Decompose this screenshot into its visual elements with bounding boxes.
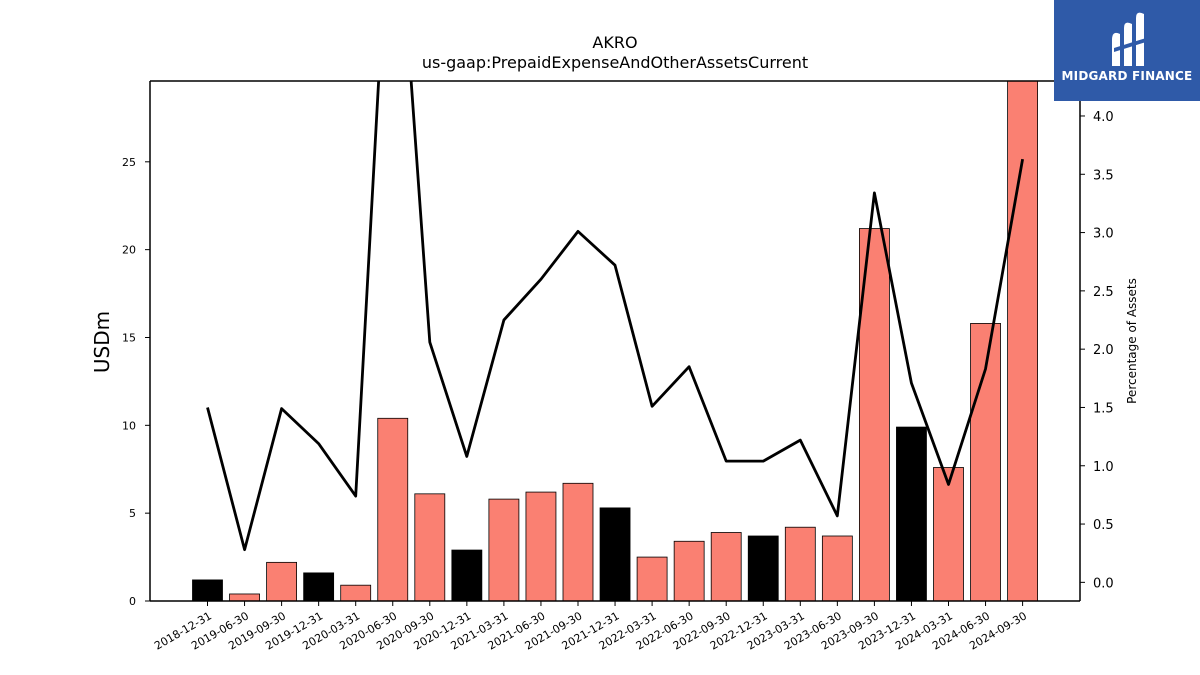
y-tick-label: 20 xyxy=(122,244,136,257)
bar-2020-09-30 xyxy=(414,493,446,601)
midgard-logo-icon xyxy=(1112,12,1146,67)
bar-2021-03-31 xyxy=(488,498,520,601)
percentage-of-assets-line xyxy=(206,81,1024,552)
y2-tick-label: 0.0 xyxy=(1093,576,1114,591)
bar-2023-03-31 xyxy=(784,526,816,601)
y2-tick-label: 3.5 xyxy=(1093,168,1114,183)
bar-2021-09-30 xyxy=(562,482,594,601)
y2-tick-label: 1.5 xyxy=(1093,401,1114,416)
bar-2023-12-31 xyxy=(896,426,927,601)
y-tick-label: 5 xyxy=(129,507,136,520)
y2-tick-label: 2.5 xyxy=(1093,285,1114,300)
y-tick-label: 15 xyxy=(122,331,136,344)
bar-2020-03-31 xyxy=(340,584,372,601)
bar-2018-12-31 xyxy=(192,579,223,601)
y2-tick-label: 1.0 xyxy=(1093,460,1114,475)
y-axis-label: USDm xyxy=(90,311,114,373)
bar-2022-09-30 xyxy=(710,532,742,601)
y2-axis-label: Percentage of Assets xyxy=(1125,278,1139,404)
bar-2021-12-31 xyxy=(599,507,631,601)
y-tick-label: 0 xyxy=(129,595,136,608)
bar-2019-09-30 xyxy=(266,561,298,601)
bar-2022-03-31 xyxy=(636,556,668,601)
chart-title: AKRO xyxy=(592,33,637,52)
y-tick-label: 10 xyxy=(122,419,136,432)
bar-2024-09-30 xyxy=(1007,81,1038,601)
logo-text: MIDGARD FINANCE xyxy=(1061,69,1193,83)
line-layer xyxy=(206,81,1024,552)
y2-tick-label: 4.0 xyxy=(1093,110,1114,125)
chart-subtitle: us-gaap:PrepaidExpenseAndOtherAssetsCurr… xyxy=(422,53,808,72)
bar-2024-03-31 xyxy=(933,467,964,601)
bar-2022-06-30 xyxy=(673,540,705,601)
y-tick-label: 25 xyxy=(122,156,136,169)
bar-2020-06-30 xyxy=(377,417,409,601)
bar-2021-06-30 xyxy=(525,491,557,601)
y2-tick-label: 3.0 xyxy=(1093,227,1114,242)
bar-2019-12-31 xyxy=(303,572,335,601)
y2-tick-label: 2.0 xyxy=(1093,343,1114,358)
y2-tick-label: 0.5 xyxy=(1093,518,1114,533)
bar-2022-12-31 xyxy=(747,535,779,601)
bars-layer xyxy=(192,81,1038,601)
bar-2020-12-31 xyxy=(451,549,483,601)
bar-2023-06-30 xyxy=(821,535,853,601)
midgard-finance-logo: MIDGARD FINANCE xyxy=(1054,0,1200,101)
bar-2019-06-30 xyxy=(229,593,260,601)
